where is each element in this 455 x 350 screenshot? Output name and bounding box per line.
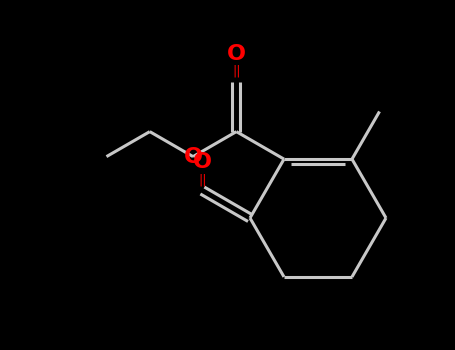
Text: ||: || xyxy=(198,174,207,187)
Text: ||: || xyxy=(232,65,241,78)
Text: O: O xyxy=(183,147,202,167)
Text: O: O xyxy=(227,44,246,64)
Text: O: O xyxy=(193,153,212,173)
